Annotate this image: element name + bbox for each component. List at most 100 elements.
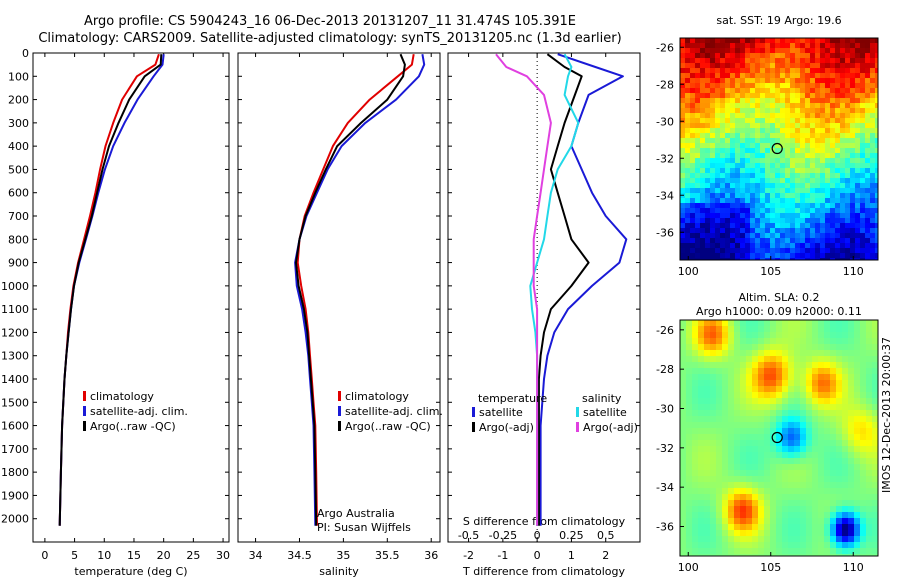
map-cell [752, 482, 759, 489]
map-cell [860, 143, 866, 149]
map-cell [720, 253, 726, 259]
map-cell [690, 193, 696, 199]
map-cell [810, 248, 816, 254]
map-cell [810, 93, 816, 99]
map-cell [770, 428, 777, 435]
map-cell [746, 440, 753, 447]
map-cell [812, 452, 819, 459]
map-cell [752, 404, 759, 411]
map-cell [765, 228, 771, 234]
map-cell [806, 518, 813, 525]
map-cell [824, 374, 831, 381]
map-cell [755, 208, 761, 214]
map-cell [722, 542, 729, 549]
map-cell [685, 233, 691, 239]
map-cell [745, 133, 751, 139]
map-cell [710, 68, 716, 74]
map-cell [830, 98, 836, 104]
map-cell [692, 494, 699, 501]
map-cell [842, 518, 849, 525]
map-cell [790, 228, 796, 234]
map-cell [730, 243, 736, 249]
map-cell [680, 332, 687, 339]
map-cell [728, 434, 735, 441]
map-cell [745, 143, 751, 149]
map-cell [836, 524, 843, 531]
map-cell [775, 233, 781, 239]
map-cell [740, 326, 747, 333]
map-cell [825, 238, 831, 244]
map-cell [695, 133, 701, 139]
map-cell [734, 416, 741, 423]
map-cell [850, 178, 856, 184]
map-cell [865, 98, 871, 104]
map-cell [855, 123, 861, 129]
map-cell [758, 326, 765, 333]
map-cell [685, 153, 691, 159]
map-cell [730, 58, 736, 64]
map-cell [750, 218, 756, 224]
map-cell [800, 416, 807, 423]
map-cell [752, 332, 759, 339]
map-cell [875, 258, 879, 261]
map-cell [710, 362, 717, 369]
map-cell [680, 48, 686, 54]
map-cell [690, 83, 696, 89]
map-cell [815, 168, 821, 174]
map-cell [824, 428, 831, 435]
map-cell [746, 446, 753, 453]
map-cell [755, 68, 761, 74]
map-cell [745, 218, 751, 224]
map-cell [764, 458, 771, 465]
map-cell [790, 83, 796, 89]
map-cell [830, 452, 837, 459]
map-cell [700, 68, 706, 74]
map-cell [835, 138, 841, 144]
map-cell [734, 530, 741, 537]
map-cell [872, 458, 879, 465]
map-cell [716, 536, 723, 543]
map-cell [722, 410, 729, 417]
map-cell [770, 452, 777, 459]
map-cell [800, 392, 807, 399]
map-cell [720, 183, 726, 189]
map-cell [680, 440, 687, 447]
map-cell [710, 404, 717, 411]
map-cell [764, 392, 771, 399]
map-cell [855, 98, 861, 104]
map-cell [854, 368, 861, 375]
map-cell [875, 113, 879, 119]
map-cell [740, 158, 746, 164]
map-cell [845, 198, 851, 204]
map-cell [686, 548, 693, 555]
map-cell [854, 524, 861, 531]
map-cell [700, 143, 706, 149]
map-cell [734, 506, 741, 513]
map-cell [770, 350, 777, 357]
map-cell [720, 43, 726, 49]
map-cell [776, 446, 783, 453]
map-cell [840, 158, 846, 164]
map-cell [752, 488, 759, 495]
map-cell [735, 243, 741, 249]
map-cell [795, 128, 801, 134]
map-cell [848, 536, 855, 543]
map-cell [795, 193, 801, 199]
map-cell [870, 138, 876, 144]
map-cell [805, 163, 811, 169]
map-cell [810, 163, 816, 169]
map-cell [860, 494, 867, 501]
map-cell [824, 500, 831, 507]
map-cell [815, 143, 821, 149]
map-cell [755, 158, 761, 164]
map-cell [722, 500, 729, 507]
map-cell [680, 338, 687, 345]
map-cell [746, 326, 753, 333]
map-cell [815, 173, 821, 179]
map-cell [835, 223, 841, 229]
map-cell [775, 58, 781, 64]
map-cell [800, 223, 806, 229]
map-cell [842, 428, 849, 435]
map-cell [875, 168, 879, 174]
y-tick-label: 1000 [1, 280, 29, 293]
